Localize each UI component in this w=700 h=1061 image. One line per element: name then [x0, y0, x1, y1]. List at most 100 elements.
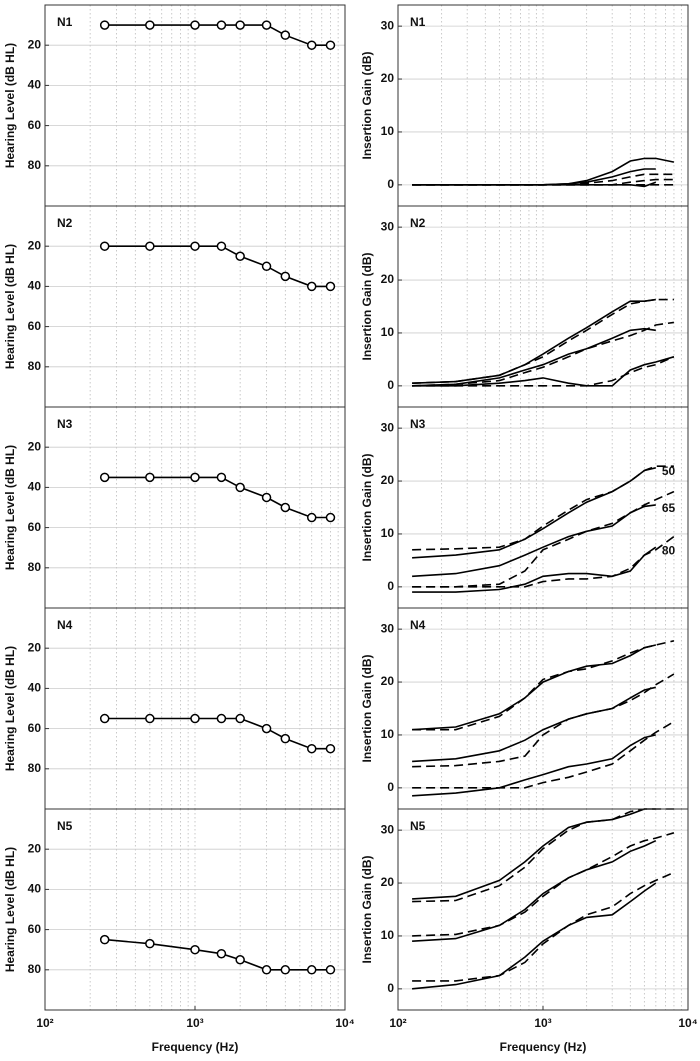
marker: [306, 512, 317, 523]
y-tick-label: 0: [387, 579, 394, 593]
y-tick-label: 40: [28, 480, 42, 494]
y-tick-label: 10: [381, 928, 395, 942]
marker: [190, 944, 200, 955]
series-label: 80: [662, 543, 676, 557]
marker: [280, 733, 291, 744]
x-tick-label: 10³: [186, 1016, 203, 1030]
marker: [280, 271, 291, 282]
marker: [145, 713, 155, 724]
y-axis-label: Insertion Gain (dB): [360, 51, 374, 159]
x-tick-label: 10⁴: [678, 1016, 697, 1030]
panel: 0 10 20 30 50 65 80 N3 Insertion Gain (dB): [360, 406, 689, 609]
y-tick-label: 80: [28, 962, 42, 976]
panel: 20 40 60 80 10² 10³ 10⁴ N5 Hearing Level (dB HL)…: [3, 808, 355, 1054]
panel-label: N1: [57, 15, 73, 29]
panel: 20 40 60 80 N2 Hearing Level (dB HL): [3, 205, 346, 408]
marker: [306, 965, 317, 975]
panel: 0 10 20 30 N1 Insertion Gain (dB): [360, 4, 689, 207]
panel-label: N4: [410, 618, 426, 632]
marker: [235, 482, 245, 493]
y-tick-label: 30: [381, 420, 395, 434]
dashed-line: [412, 871, 675, 982]
y-tick-label: 30: [381, 219, 395, 233]
marker: [325, 965, 336, 975]
dashed-line: [412, 490, 675, 588]
y-tick-label: 20: [381, 674, 395, 688]
line: [412, 734, 656, 797]
marker: [306, 281, 317, 292]
marker: [99, 713, 110, 724]
marker: [261, 723, 272, 734]
marker: [99, 934, 110, 945]
y-tick-label: 40: [28, 882, 42, 896]
marker: [325, 40, 336, 50]
y-tick-label: 80: [28, 761, 42, 775]
y-tick-label: 0: [387, 981, 394, 995]
plot-frame: [44, 808, 346, 1011]
marker: [235, 955, 245, 965]
panel: 0 10 20 30 10² 10³ 10⁴ N5 Insertion Gain (dB) Fre…: [360, 808, 698, 1054]
dashed-line: [412, 535, 675, 588]
y-tick-label: 60: [28, 721, 42, 735]
panel-label: N3: [410, 417, 426, 431]
x-tick-label: 10²: [36, 1016, 53, 1030]
y-axis-label: Insertion Gain (dB): [360, 252, 374, 360]
dashed-line: [412, 673, 675, 768]
panel: 0 10 20 30 N4 Insertion Gain (dB): [360, 607, 689, 810]
marker: [99, 241, 110, 251]
x-tick-label: 10²: [389, 1016, 406, 1030]
dashed-line: [412, 465, 674, 551]
dashed-line: [412, 832, 675, 937]
marker: [261, 261, 272, 272]
y-tick-label: 20: [381, 473, 395, 487]
marker: [216, 241, 227, 251]
y-axis-label: Insertion Gain (dB): [360, 654, 374, 762]
line: [412, 546, 657, 593]
panel-label: N2: [57, 216, 73, 230]
y-tick-label: 80: [28, 359, 42, 373]
y-tick-label: 30: [381, 621, 395, 635]
dashed-line: [412, 640, 675, 731]
marker: [145, 938, 155, 949]
line: [412, 327, 656, 387]
panel: 0 10 20 30 N2 Insertion Gain (dB): [360, 205, 689, 408]
dashed-line: [412, 721, 675, 789]
series-label: 65: [662, 501, 676, 515]
marker: [325, 743, 336, 754]
marker: [99, 472, 110, 483]
series-label: 50: [662, 464, 676, 478]
y-tick-label: 20: [28, 238, 42, 252]
y-tick-label: 60: [28, 118, 42, 132]
marker: [306, 743, 317, 754]
marker: [190, 20, 200, 30]
marker: [235, 251, 245, 261]
line: [412, 808, 656, 900]
marker: [306, 40, 317, 50]
marker: [216, 472, 227, 483]
y-axis-label: Hearing Level (dB HL): [3, 43, 17, 168]
marker: [261, 492, 272, 503]
marker: [261, 20, 272, 30]
dashed-line: [412, 321, 675, 387]
y-tick-label: 0: [387, 378, 394, 392]
marker: [145, 241, 155, 251]
marker: [325, 512, 336, 523]
marker: [216, 948, 227, 959]
y-tick-label: 40: [28, 681, 42, 695]
y-tick-label: 20: [381, 272, 395, 286]
y-tick-label: 80: [28, 158, 42, 172]
y-axis-label: Hearing Level (dB HL): [3, 244, 17, 369]
panel-label: N1: [410, 15, 426, 29]
marker: [99, 20, 110, 30]
y-tick-label: 10: [381, 727, 395, 741]
y-tick-label: 40: [28, 78, 42, 92]
y-tick-label: 0: [387, 177, 394, 191]
y-axis-label: Hearing Level (dB HL): [3, 445, 17, 570]
x-tick-label: 10³: [534, 1016, 551, 1030]
x-axis-label: Frequency (Hz): [152, 1040, 239, 1054]
y-tick-label: 0: [387, 780, 394, 794]
y-tick-label: 30: [381, 822, 395, 836]
marker: [325, 281, 336, 292]
y-tick-label: 10: [381, 124, 395, 138]
